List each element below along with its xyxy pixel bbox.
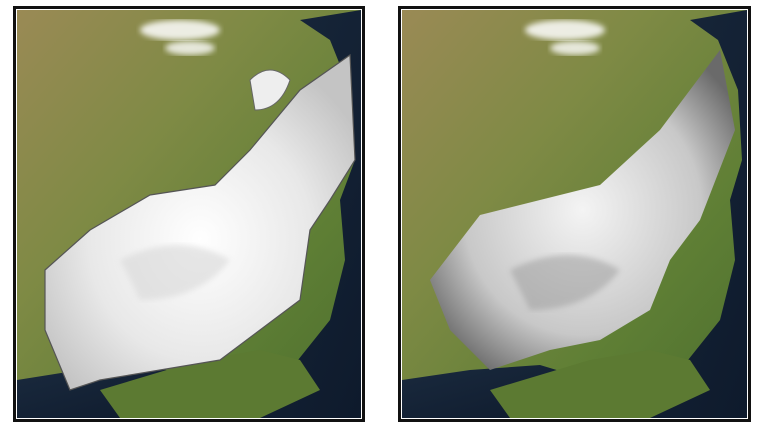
left-map [17,10,361,418]
right-frame [398,6,751,422]
right-map [402,10,747,418]
left-frame [13,6,365,422]
